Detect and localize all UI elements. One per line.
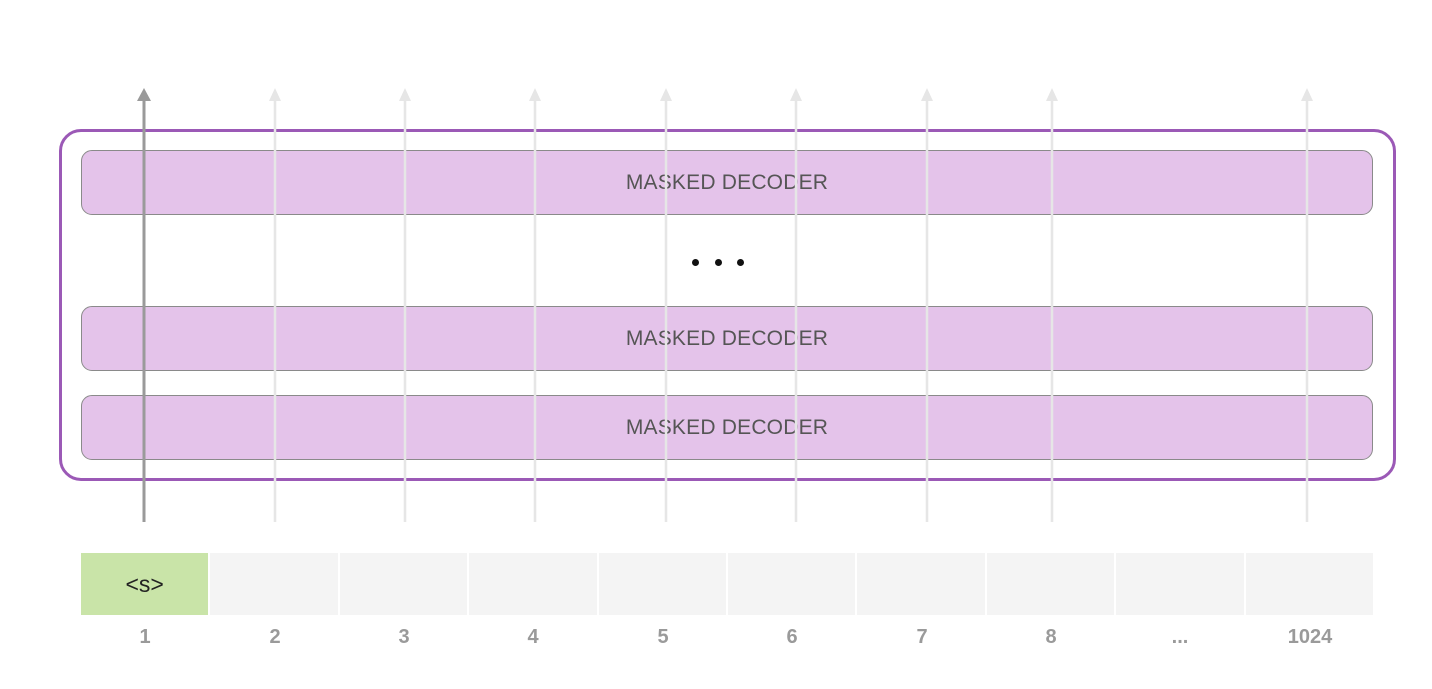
arrow-head [529,88,541,101]
arrow-head [399,88,411,101]
start-token-cell: <s> [81,553,209,615]
arrow-head [660,88,672,101]
decoder-stack-container [59,129,1396,481]
masked-decoder-layer-middle: MASKED DECODER [81,306,1373,371]
position-label: 8 [1045,625,1057,648]
ellipsis-dot [692,258,699,266]
token-cell [1245,553,1373,615]
layer-ellipsis [692,250,744,274]
position-label: 3 [398,625,410,648]
token-cell [469,553,597,615]
masked-decoder-layer-top: MASKED DECODER [81,150,1373,215]
arrow-head [790,88,802,101]
position-label: 7 [916,625,928,648]
token-cell [1116,553,1244,615]
arrow-head [1046,88,1058,101]
token-cell [339,553,468,615]
token-cell [598,553,726,615]
position-label: ... [1171,625,1189,648]
arrow-head [1301,88,1313,101]
token-cell [986,553,1115,615]
position-label: 1024 [1287,625,1333,648]
position-label: 6 [786,625,798,648]
position-label: 4 [527,625,539,648]
token-cell [728,553,856,615]
position-label: 2 [269,625,281,648]
arrow-head [921,88,933,101]
arrow-head [137,88,151,101]
masked-decoder-layer-bottom: MASKED DECODER [81,395,1373,460]
token-cell [210,553,338,615]
ellipsis-dot [737,258,744,266]
ellipsis-dot [714,258,722,266]
arrow-head [269,88,281,101]
token-cell [857,553,985,615]
position-label: 1 [139,625,151,648]
position-label: 5 [657,625,669,648]
